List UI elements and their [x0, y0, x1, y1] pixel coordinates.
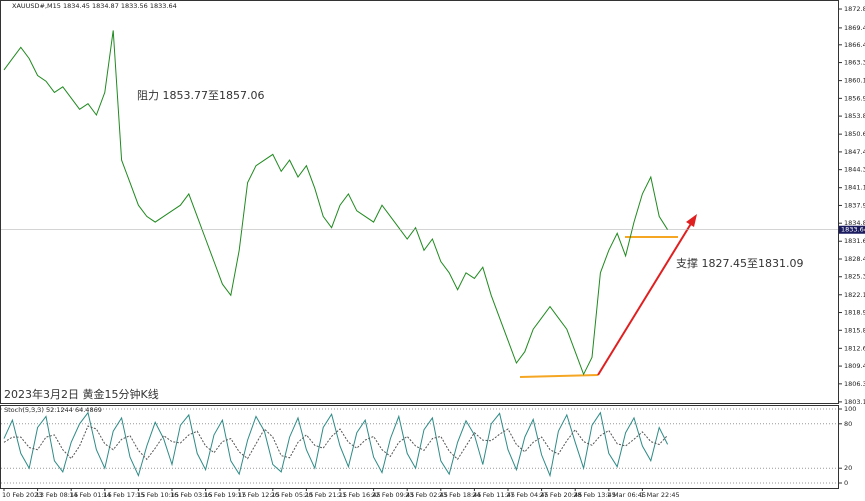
price-line	[3, 411, 669, 478]
x-tick-label: 16 Feb 19:15	[204, 491, 247, 499]
price-box	[839, 225, 865, 234]
x-tick-label: 1 Mar 06:45	[607, 491, 646, 499]
x-tick-label: 23 Feb 02:45	[405, 491, 448, 499]
y-tick-label: 1822.10	[844, 291, 865, 299]
x-tick-label: 15 Feb 10:15	[136, 491, 179, 499]
x-tick-label: 17 Feb 12:15	[237, 491, 280, 499]
stoch-title: Stoch(5,3,3) 52.1244 64.4869	[4, 406, 102, 414]
annotation: 2023年3月2日 黄金15分钟K线	[4, 387, 159, 401]
x-tick-label: 21 Feb 16:45	[338, 491, 381, 499]
y-tick-label: 1803.10	[844, 398, 865, 406]
x-tick-label: 20 Feb 21:15	[304, 491, 347, 499]
y-tick-label: 1818.95	[844, 309, 865, 317]
support-line	[519, 374, 599, 378]
trend-arrow	[597, 221, 693, 376]
y-tick-label: 1872.80	[844, 5, 865, 13]
y-tick-label: 20	[844, 464, 852, 472]
y-tick-label: 1815.80	[844, 326, 865, 334]
y-tick-label: 100	[844, 405, 856, 413]
y-tick-label: 1837.95	[844, 201, 865, 209]
x-tick-label: 20 Feb 05:15	[271, 491, 314, 499]
x-tick-label: 28 Feb 13:45	[573, 491, 616, 499]
price-panel	[0, 0, 839, 404]
arrow-head	[686, 214, 697, 227]
y-tick-label: 1853.80	[844, 112, 865, 120]
y-tick-label: 1812.60	[844, 344, 865, 352]
x-tick-label: 24 Feb 11:45	[472, 491, 515, 499]
y-tick-label: 1841.10	[844, 184, 865, 192]
price-label: 1833.64	[841, 226, 865, 234]
x-tick-label: 13 Feb 08:15	[36, 491, 79, 499]
y-tick-label: 1856.95	[844, 94, 865, 102]
x-tick-label: 27 Feb 04:45	[506, 491, 549, 499]
y-tick-label: 1847.45	[844, 148, 865, 156]
annotation: 阻力 1853.77至1857.06	[137, 89, 264, 102]
x-tick-label: 23 Feb 18:45	[439, 491, 482, 499]
x-tick-label: 16 Feb 03:15	[170, 491, 213, 499]
x-tick-label: 22 Feb 09:45	[372, 491, 415, 499]
y-tick-label: 1825.30	[844, 273, 865, 281]
y-tick-label: 1860.10	[844, 77, 865, 85]
y-tick-label: 80	[844, 420, 852, 428]
y-tick-label: 1844.30	[844, 166, 865, 174]
y-tick-label: 1831.60	[844, 237, 865, 245]
chart-title: XAUUSD#,M15 1834.45 1834.87 1833.56 1833…	[12, 2, 177, 10]
y-tick-label: 1869.45	[844, 24, 865, 32]
x-tick-label: 14 Feb 01:15	[69, 491, 112, 499]
y-tick-label: 1834.80	[844, 219, 865, 227]
x-tick-label: 14 Feb 17:15	[103, 491, 146, 499]
stoch-panel	[0, 405, 839, 489]
y-tick-label: 1809.45	[844, 362, 865, 370]
annotation: 支撑 1827.45至1831.09	[676, 256, 803, 270]
y-tick-label: 1863.30	[844, 59, 865, 67]
y-tick-label: 1866.45	[844, 41, 865, 49]
y-tick-label: 1850.60	[844, 130, 865, 138]
y-tick-label: 1806.30	[844, 380, 865, 388]
price-line	[3, 425, 668, 461]
x-tick-label: 1 Mar 22:45	[640, 491, 679, 499]
y-tick-label: 1828.45	[844, 255, 865, 263]
y-tick-label: 0	[844, 479, 848, 487]
x-tick-label: 27 Feb 20:45	[540, 491, 583, 499]
x-tick-label: 10 Feb 2023	[2, 491, 42, 499]
price-line	[3, 30, 669, 376]
